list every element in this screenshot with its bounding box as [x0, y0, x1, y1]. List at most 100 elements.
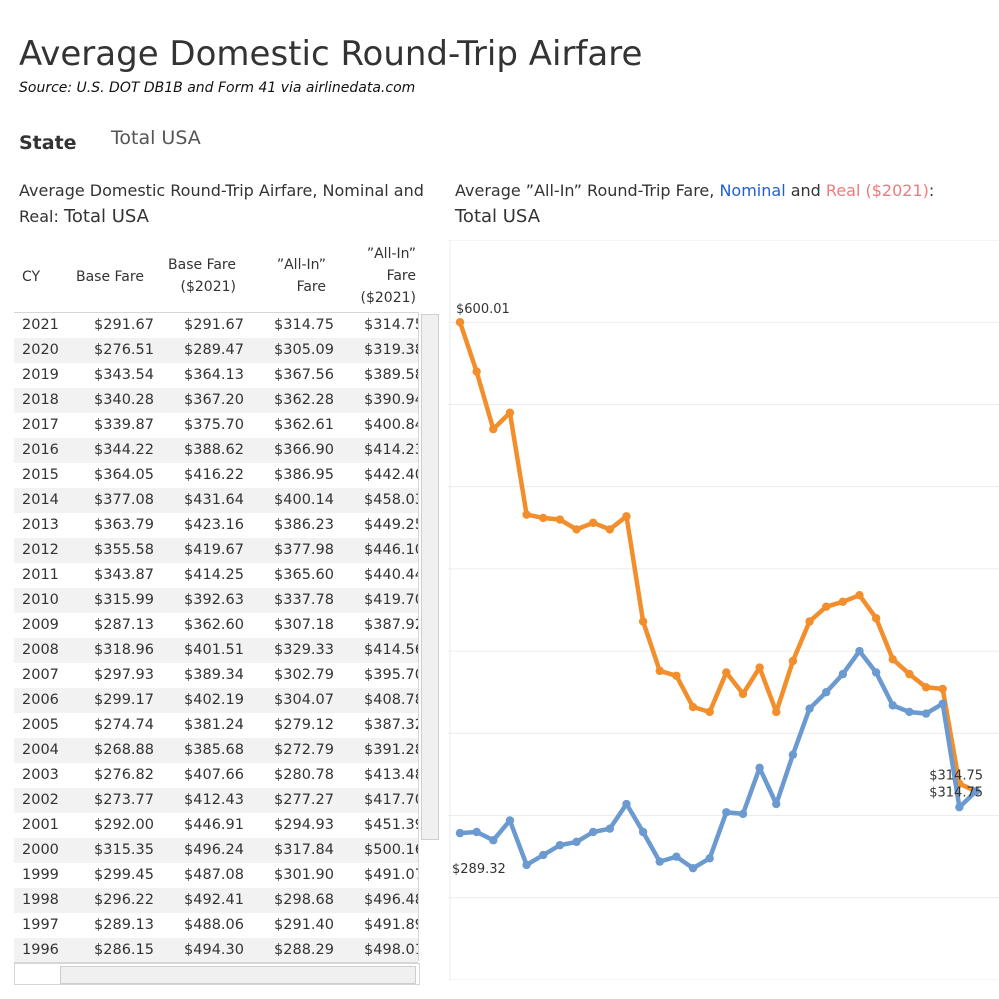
table-horizontal-scroll-thumb[interactable]: [60, 966, 416, 984]
real-fare-point[interactable]: [871, 614, 881, 623]
nominal-fare-point[interactable]: [455, 828, 465, 838]
nominal-fare-point[interactable]: [788, 750, 798, 759]
nominal-fare-point[interactable]: [705, 854, 714, 863]
real-fare-point[interactable]: [688, 702, 698, 712]
real-fare-point[interactable]: [772, 707, 781, 717]
nominal-fare-point[interactable]: [605, 824, 615, 833]
nominal-fare-point[interactable]: [772, 799, 781, 809]
real-fare-point[interactable]: [672, 671, 681, 680]
nominal-fare-point[interactable]: [805, 704, 814, 713]
header-base-fare[interactable]: Base Fare: [76, 269, 144, 285]
table-row[interactable]: 1997 $289.13 $488.06 $291.40 $491.89: [14, 913, 418, 938]
table-row[interactable]: 2006 $299.17 $402.19 $304.07 $408.78: [14, 688, 418, 713]
nominal-fare-point[interactable]: [572, 837, 581, 847]
nominal-fare-point[interactable]: [672, 852, 681, 861]
nominal-fare-point[interactable]: [489, 836, 498, 845]
real-fare-point[interactable]: [638, 617, 648, 626]
real-fare-point[interactable]: [505, 408, 515, 417]
real-fare-point[interactable]: [755, 663, 764, 672]
real-fare-point[interactable]: [489, 424, 498, 434]
real-fare-point[interactable]: [555, 515, 565, 524]
real-fare-point[interactable]: [539, 513, 548, 523]
nominal-fare-point[interactable]: [588, 827, 598, 837]
nominal-fare-point[interactable]: [555, 840, 565, 850]
nominal-fare-point[interactable]: [638, 827, 648, 837]
real-fare-point[interactable]: [821, 602, 831, 611]
table-row[interactable]: 2020 $276.51 $289.47 $305.09 $319.38: [14, 338, 418, 363]
real-fare-point[interactable]: [938, 684, 947, 694]
table-row[interactable]: 2018 $340.28 $367.20 $362.28 $390.94: [14, 388, 418, 413]
table-row[interactable]: 2007 $297.93 $389.34 $302.79 $395.70: [14, 663, 418, 688]
table-row[interactable]: 1999 $299.45 $487.08 $301.90 $491.07: [14, 863, 418, 888]
nominal-fare-point[interactable]: [838, 669, 848, 679]
real-fare-point[interactable]: [855, 591, 864, 600]
real-fare-point[interactable]: [738, 689, 748, 699]
header-allin-fare-real[interactable]: ”All-In” Fare ($2021): [344, 243, 416, 309]
table-row[interactable]: 2015 $364.05 $416.22 $386.95 $442.40: [14, 463, 418, 488]
nominal-fare-point[interactable]: [921, 709, 931, 718]
table-row[interactable]: 2010 $315.99 $392.63 $337.78 $419.70: [14, 588, 418, 613]
header-allin-fare[interactable]: ”All-In” Fare: [254, 254, 326, 298]
real-fare-point[interactable]: [455, 318, 465, 327]
table-row[interactable]: 2016 $344.22 $388.62 $366.90 $414.23: [14, 438, 418, 463]
real-fare-point[interactable]: [622, 512, 631, 521]
table-horizontal-scrollbar[interactable]: [14, 963, 420, 985]
nominal-fare-point[interactable]: [539, 850, 548, 860]
state-filter-value[interactable]: Total USA: [111, 127, 201, 149]
table-row[interactable]: 2017 $339.87 $375.70 $362.61 $400.84: [14, 413, 418, 438]
table-row[interactable]: 2014 $377.08 $431.64 $400.14 $458.03: [14, 488, 418, 513]
nominal-fare-point[interactable]: [522, 860, 531, 870]
nominal-fare-point[interactable]: [722, 808, 731, 817]
real-fare-point[interactable]: [722, 668, 731, 677]
nominal-fare-point[interactable]: [888, 701, 897, 710]
real-fare-point[interactable]: [572, 525, 581, 534]
real-fare-point[interactable]: [905, 669, 914, 679]
table-row[interactable]: 1998 $296.22 $492.41 $298.68 $496.48: [14, 888, 418, 913]
table-row[interactable]: 2009 $287.13 $362.60 $307.18 $387.92: [14, 613, 418, 638]
nominal-fare-point[interactable]: [905, 707, 914, 717]
fare-line-chart[interactable]: $600.01 $289.32 $314.75 $314.75: [448, 240, 999, 980]
table-row[interactable]: 1996 $286.15 $494.30 $288.29 $498.01: [14, 938, 418, 962]
header-base-fare-real[interactable]: Base Fare ($2021): [164, 254, 236, 298]
fare-table[interactable]: 2021 $291.67 $291.67 $314.75 $314.75 2020 $276…: [14, 312, 418, 963]
table-row[interactable]: 2005 $274.74 $381.24 $279.12 $387.32: [14, 713, 418, 738]
nominal-fare-point[interactable]: [938, 699, 947, 708]
table-row[interactable]: 2021 $291.67 $291.67 $314.75 $314.75: [14, 313, 418, 338]
table-row[interactable]: 2003 $276.82 $407.66 $280.78 $413.48: [14, 763, 418, 788]
nominal-fare-point[interactable]: [855, 646, 864, 656]
nominal-fare-point[interactable]: [505, 816, 515, 825]
real-fare-point[interactable]: [788, 656, 798, 666]
nominal-fare-point[interactable]: [955, 802, 964, 812]
nominal-fare-point[interactable]: [821, 688, 831, 697]
table-row[interactable]: 2019 $343.54 $364.13 $367.56 $389.58: [14, 363, 418, 388]
real-fare-point[interactable]: [921, 683, 931, 692]
table-row[interactable]: 2001 $292.00 $446.91 $294.93 $451.39: [14, 813, 418, 838]
nominal-fare-point[interactable]: [655, 857, 664, 866]
real-fare-point[interactable]: [588, 518, 598, 528]
real-fare-point[interactable]: [522, 510, 531, 519]
nominal-fare-point[interactable]: [755, 763, 764, 773]
nominal-fare-point[interactable]: [622, 799, 631, 809]
real-fare-point[interactable]: [472, 367, 481, 376]
real-fare-point[interactable]: [805, 617, 814, 626]
real-fare-point[interactable]: [655, 666, 664, 676]
table-row[interactable]: 2013 $363.79 $423.16 $386.23 $449.25: [14, 513, 418, 538]
table-vertical-scrollbar[interactable]: [418, 312, 439, 961]
table-row[interactable]: 2008 $318.96 $401.51 $329.33 $414.56: [14, 638, 418, 663]
header-cy[interactable]: CY: [22, 269, 41, 285]
nominal-fare-point[interactable]: [472, 827, 481, 837]
table-row[interactable]: 2004 $268.88 $385.68 $272.79 $391.28: [14, 738, 418, 763]
table-row[interactable]: 2000 $315.35 $496.24 $317.84 $500.16: [14, 838, 418, 863]
nominal-fare-point[interactable]: [971, 787, 981, 796]
table-vertical-scroll-thumb[interactable]: [421, 314, 439, 840]
real-fare-point[interactable]: [605, 525, 615, 534]
table-row[interactable]: 2002 $273.77 $412.43 $277.27 $417.70: [14, 788, 418, 813]
real-fare-point[interactable]: [838, 597, 848, 606]
table-row[interactable]: 2012 $355.58 $419.67 $377.98 $446.10: [14, 538, 418, 563]
real-fare-point[interactable]: [705, 707, 714, 717]
nominal-fare-point[interactable]: [738, 809, 748, 819]
nominal-fare-point[interactable]: [871, 668, 881, 677]
table-row[interactable]: 2011 $343.87 $414.25 $365.60 $440.44: [14, 563, 418, 588]
nominal-fare-point[interactable]: [688, 863, 698, 873]
real-fare-point[interactable]: [888, 655, 897, 664]
